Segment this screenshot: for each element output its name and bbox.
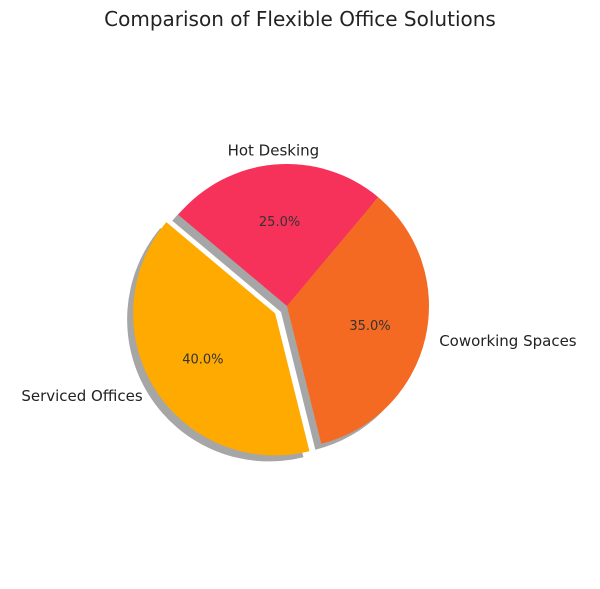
slice-label-coworking-spaces: Coworking Spaces (439, 332, 577, 350)
pie-slice-layer (133, 164, 429, 456)
slice-serviced-offices (133, 222, 310, 456)
slice-label-serviced-offices: Serviced Offices (21, 387, 143, 405)
pct-label-serviced-offices: 40.0% (182, 353, 223, 368)
slice-coworking-spaces (287, 197, 429, 444)
pct-label-coworking-spaces: 35.0% (349, 319, 390, 334)
chart-title: Comparison of Flexible Office Solutions (104, 7, 496, 31)
slice-hot-desking (178, 164, 379, 306)
pie-label-layer: 25.0% Hot Desking 35.0% Coworking Spaces 40.… (21, 141, 576, 405)
pct-label-hot-desking: 25.0% (259, 215, 300, 230)
slice-label-hot-desking: Hot Desking (228, 141, 320, 159)
